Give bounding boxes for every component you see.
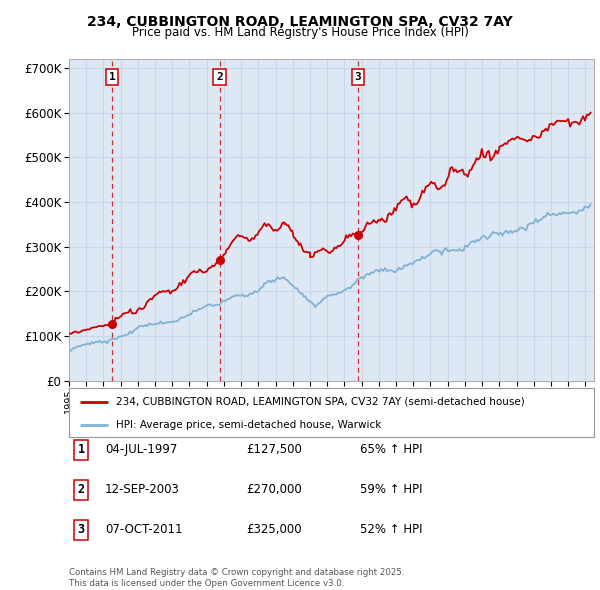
- Text: 04-JUL-1997: 04-JUL-1997: [105, 443, 178, 456]
- Text: 234, CUBBINGTON ROAD, LEAMINGTON SPA, CV32 7AY (semi-detached house): 234, CUBBINGTON ROAD, LEAMINGTON SPA, CV…: [116, 396, 525, 407]
- Text: Contains HM Land Registry data © Crown copyright and database right 2025.
This d: Contains HM Land Registry data © Crown c…: [69, 568, 404, 588]
- Text: 3: 3: [354, 72, 361, 82]
- Text: 52% ↑ HPI: 52% ↑ HPI: [360, 523, 422, 536]
- Text: £325,000: £325,000: [246, 523, 302, 536]
- Text: 65% ↑ HPI: 65% ↑ HPI: [360, 443, 422, 456]
- Text: £270,000: £270,000: [246, 483, 302, 496]
- Text: £127,500: £127,500: [246, 443, 302, 456]
- Text: 07-OCT-2011: 07-OCT-2011: [105, 523, 182, 536]
- Text: Price paid vs. HM Land Registry's House Price Index (HPI): Price paid vs. HM Land Registry's House …: [131, 26, 469, 39]
- Text: 1: 1: [77, 443, 85, 456]
- Text: 12-SEP-2003: 12-SEP-2003: [105, 483, 180, 496]
- Text: 2: 2: [77, 483, 85, 496]
- Text: 1: 1: [109, 72, 115, 82]
- Text: 59% ↑ HPI: 59% ↑ HPI: [360, 483, 422, 496]
- Text: 3: 3: [77, 523, 85, 536]
- Point: [107, 319, 117, 328]
- Text: 234, CUBBINGTON ROAD, LEAMINGTON SPA, CV32 7AY: 234, CUBBINGTON ROAD, LEAMINGTON SPA, CV…: [87, 15, 513, 29]
- Point: [215, 255, 224, 265]
- Text: 2: 2: [216, 72, 223, 82]
- Text: HPI: Average price, semi-detached house, Warwick: HPI: Average price, semi-detached house,…: [116, 419, 382, 430]
- Point: [353, 231, 362, 240]
